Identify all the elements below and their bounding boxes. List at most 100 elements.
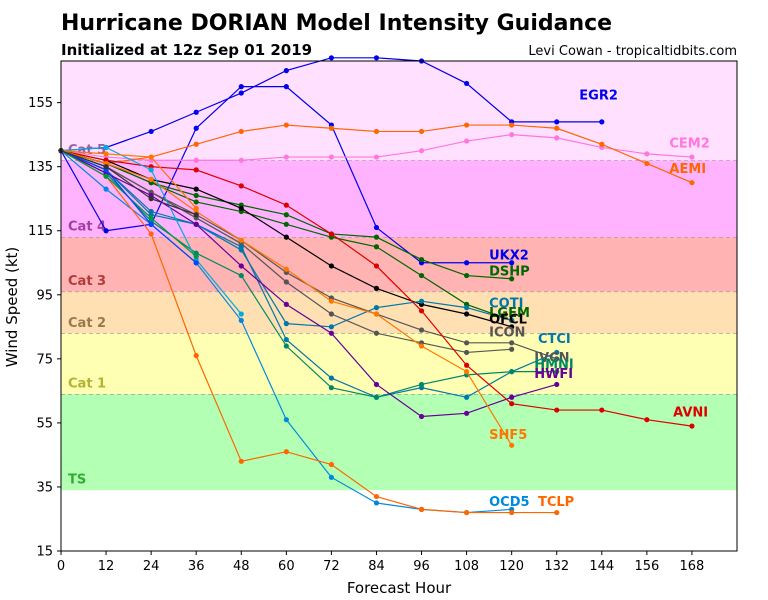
series-line-ctci [60,150,557,398]
data-point-avni [328,231,334,237]
data-point-hwfi [283,301,289,307]
data-point-shf5 [464,369,470,375]
series-label-avni: AVNI [673,405,708,420]
data-point-avni [599,407,605,413]
data-point-tclp [193,353,199,359]
x-axis-label: Forecast Hour [347,579,452,597]
data-point-tclp [464,509,470,516]
data-point-ctci [464,394,470,400]
data-point-unlabeled-19 [148,221,154,227]
series-line-unlabeled-19 [60,150,197,264]
data-point-cem2 [238,157,244,163]
x-tick-label: 24 [143,559,160,574]
data-point-avni [238,183,244,189]
data-point-egr2 [328,55,334,61]
series-line-tclp [60,150,557,514]
data-point-tclp [418,506,425,512]
series-label-coti: COTI [489,297,523,312]
data-point-ocd5 [238,317,244,324]
data-point-unlabeled-18 [103,173,109,179]
data-point-hwfi [193,221,199,227]
data-point-tclp [554,509,560,516]
data-point-dshp [464,272,470,279]
band-ts [61,394,737,491]
data-point-hmni [328,385,334,391]
data-point-ivcn [418,327,425,333]
data-point-unlabeled-20 [103,151,109,157]
data-point-ctci [554,349,560,356]
data-point-coti [418,298,425,304]
y-tick-label: 95 [36,288,53,303]
data-point-ofcl [464,311,470,317]
data-point-shf5 [283,266,289,272]
data-point-cem2 [373,154,380,160]
band-label: Cat 2 [68,316,106,331]
y-tick-label: 15 [36,545,53,560]
data-point-unlabeled-21 [103,164,109,170]
data-point-egr2 [238,90,244,96]
plot-frame [60,60,738,552]
data-point-ivcn [464,340,470,346]
data-point-ivcn [509,340,515,346]
series-label-lgem: LGEM [489,306,530,321]
data-point-dshp [373,234,380,240]
data-point-egr2 [554,119,560,125]
data-point-hmni [509,369,515,375]
data-point-icon [283,279,289,285]
data-point-ivcn [554,356,560,362]
data-point-aemi [554,125,560,131]
data-point-aemi [644,160,650,167]
data-point-cem2 [509,132,515,138]
data-point-hwfi [509,394,515,400]
data-point-hwfi [373,381,380,388]
data-point-lgem [373,244,380,250]
y-tick-label: 55 [36,416,53,431]
data-point-ofcl [509,324,515,330]
chart-title: Hurricane DORIAN Model Intensity Guidanc… [61,11,612,36]
series-label-ivcn: IVCN [534,351,569,366]
data-point-avni [418,308,425,314]
data-point-coti [373,305,380,311]
data-point-ocd5 [283,417,289,423]
data-point-hwfi [328,330,334,336]
data-point-avni [373,263,380,269]
data-point-ukx2 [373,224,380,231]
data-point-unlabeled-20 [148,154,154,160]
data-point-unlabeled-17 [103,144,109,151]
x-tick-label: 84 [368,559,385,574]
data-point-unlabeled-18 [193,253,199,259]
data-point-ocd5 [373,500,380,506]
x-tick-label: 144 [589,559,614,574]
data-point-hwfi [418,413,425,420]
data-point-dshp [418,256,425,263]
data-point-unlabeled-17 [148,167,154,173]
data-point-lgem [283,221,289,227]
x-tick-label: 12 [98,559,115,574]
data-point-aemi [509,122,515,128]
data-point-cem2 [283,154,289,160]
data-point-ofcl [193,186,199,192]
data-point-icon [509,346,515,352]
band-cat-3 [61,237,737,292]
data-point-aemi [193,141,199,147]
data-point-avni [283,202,289,208]
data-point-hmni [238,272,244,279]
x-tick-label: 156 [634,559,659,574]
data-point-tclp [509,509,515,516]
band-label: Cat 3 [68,274,106,289]
data-point-ofcl [328,263,334,269]
series-line-unlabeled-20 [60,150,197,209]
y-axis-label: Wind Speed (kt) [3,247,21,368]
data-point-aemi [418,128,425,135]
y-tick-label: 135 [28,160,53,175]
data-point-ctci [238,244,244,250]
data-point-lgem [418,272,425,279]
y-tick-label: 75 [36,352,53,367]
series-label-icon: ICON [489,325,525,340]
data-point-aemi [328,125,334,131]
data-point-aemi [464,122,470,128]
series-label-tclp: TCLP [538,495,574,510]
series-label-egr2: EGR2 [579,88,618,103]
